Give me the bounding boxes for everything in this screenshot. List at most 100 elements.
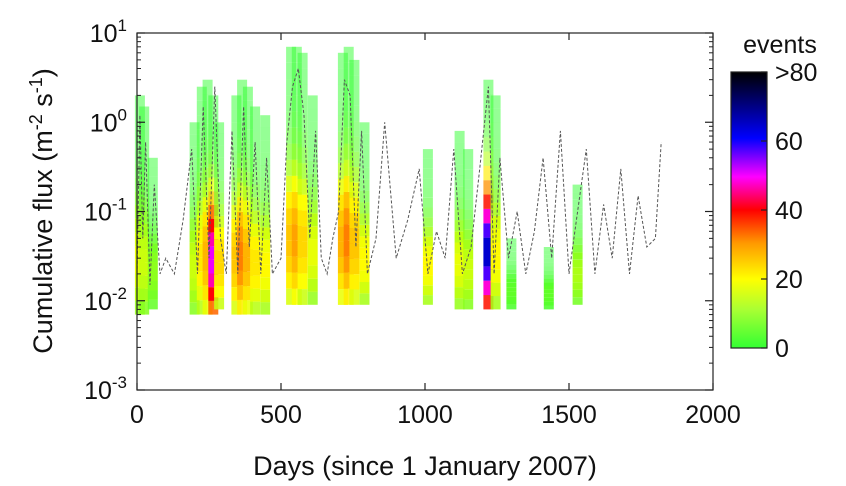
heatmap-cell xyxy=(286,272,297,289)
heatmap-cell xyxy=(422,197,433,208)
heatmap-cell xyxy=(139,275,150,289)
y-tick-label-base: 10 xyxy=(84,377,112,405)
heatmap-cell xyxy=(543,289,554,294)
heatmap-cell xyxy=(147,262,158,272)
heatmap-cell xyxy=(242,257,253,272)
heatmap-cell xyxy=(291,95,302,112)
heatmap-cell xyxy=(214,169,225,181)
heatmap-cell xyxy=(463,259,474,270)
heatmap-cell xyxy=(572,244,583,253)
heatmap-column xyxy=(260,115,271,315)
heatmap-cell xyxy=(307,265,318,279)
heatmap-cell xyxy=(359,122,370,134)
heatmap-cell xyxy=(189,254,200,267)
heatmap-cell xyxy=(359,259,370,271)
heatmap-cell xyxy=(202,94,213,109)
heatmap-cell xyxy=(291,63,302,80)
heatmap-cell xyxy=(242,129,253,144)
heatmap-cell xyxy=(139,236,150,250)
heatmap-cell xyxy=(506,282,517,288)
heatmap-cell xyxy=(543,262,554,267)
heatmap-cell xyxy=(291,79,302,96)
heatmap-cell xyxy=(483,194,494,209)
heatmap-cell xyxy=(454,242,465,254)
heatmap-cell xyxy=(463,299,474,310)
heatmap-cell xyxy=(242,101,253,116)
y-tick-label-base: 10 xyxy=(90,109,118,137)
heatmap-cell xyxy=(343,143,354,160)
heatmap-cell xyxy=(506,251,517,257)
heatmap-cell xyxy=(337,147,348,164)
y-tick-label: 10-2 xyxy=(84,284,127,316)
heatmap-cell xyxy=(359,156,370,168)
heatmap-column xyxy=(202,79,213,315)
heatmap-column xyxy=(463,149,474,310)
heatmap-cell xyxy=(454,186,465,198)
heatmap-cell xyxy=(297,68,308,85)
heatmap-cell xyxy=(543,247,554,251)
heatmap-column xyxy=(483,79,494,310)
heatmap-cell xyxy=(359,236,370,248)
heatmap-cell xyxy=(454,164,465,176)
heatmap-cell xyxy=(454,142,465,154)
heatmap-cell xyxy=(231,150,242,164)
heatmap-cell xyxy=(572,229,583,238)
heatmap-cell xyxy=(208,300,219,315)
heatmap-cell xyxy=(359,213,370,225)
heatmap-cell xyxy=(214,274,225,286)
heatmap-cell xyxy=(237,255,248,271)
heatmap-cell xyxy=(214,250,225,263)
heatmap-cell xyxy=(463,249,474,260)
heatmap-cell xyxy=(543,297,554,302)
heatmap-cell xyxy=(147,281,158,291)
heatmap-cell xyxy=(483,266,494,281)
heatmap-cell xyxy=(543,254,554,259)
heatmap-cell xyxy=(359,270,370,282)
heatmap-cell xyxy=(490,95,501,109)
heatmap-cell xyxy=(297,163,308,179)
heatmap-cell xyxy=(208,191,219,205)
x-axis: 0 500 1000 1500 2000 xyxy=(130,33,741,429)
heatmap-cell xyxy=(286,256,297,273)
heatmap-cell xyxy=(196,286,207,301)
heatmap-cell xyxy=(297,289,308,305)
heatmap-cell xyxy=(349,59,360,76)
heatmap-cell xyxy=(189,122,200,135)
heatmap-cell xyxy=(291,256,302,273)
heatmap-cell xyxy=(337,273,348,290)
heatmap-cell xyxy=(506,238,517,243)
heatmap-cell xyxy=(349,105,360,122)
heatmap-cell xyxy=(307,239,318,253)
heatmap-cell xyxy=(286,63,297,80)
heatmap-cell xyxy=(506,273,517,279)
heatmap-cell xyxy=(349,182,360,198)
heatmap-cell xyxy=(463,199,474,210)
heatmap-cell xyxy=(214,239,225,251)
heatmap-cell xyxy=(147,167,158,177)
heatmap-cell xyxy=(208,246,219,260)
heatmap-cell xyxy=(250,301,261,315)
heatmap-cell xyxy=(202,182,213,198)
x-tick-label: 0 xyxy=(130,401,144,429)
heatmap-cell xyxy=(572,252,583,260)
heatmap-cell xyxy=(349,90,360,106)
y-tick-label-exp: 1 xyxy=(118,16,127,35)
heatmap-cell xyxy=(297,100,308,116)
heatmap-cell xyxy=(196,101,207,116)
heatmap-cell xyxy=(196,200,207,215)
heatmap-column xyxy=(214,122,225,310)
heatmap-cell xyxy=(231,259,242,274)
heatmap-column xyxy=(343,46,354,305)
y-axis-label-main: Cumulative flux (m xyxy=(28,130,58,354)
heatmap-cell xyxy=(422,188,433,198)
heatmap-cell xyxy=(297,52,308,69)
heatmap-cell xyxy=(337,289,348,305)
heatmap-cell xyxy=(483,165,494,181)
heatmap-cell xyxy=(297,210,308,227)
colorbar-tick-label: >80 xyxy=(775,59,817,87)
heatmap-cell xyxy=(196,300,207,315)
heatmap-cell xyxy=(242,186,253,201)
heatmap-cell xyxy=(147,176,158,187)
